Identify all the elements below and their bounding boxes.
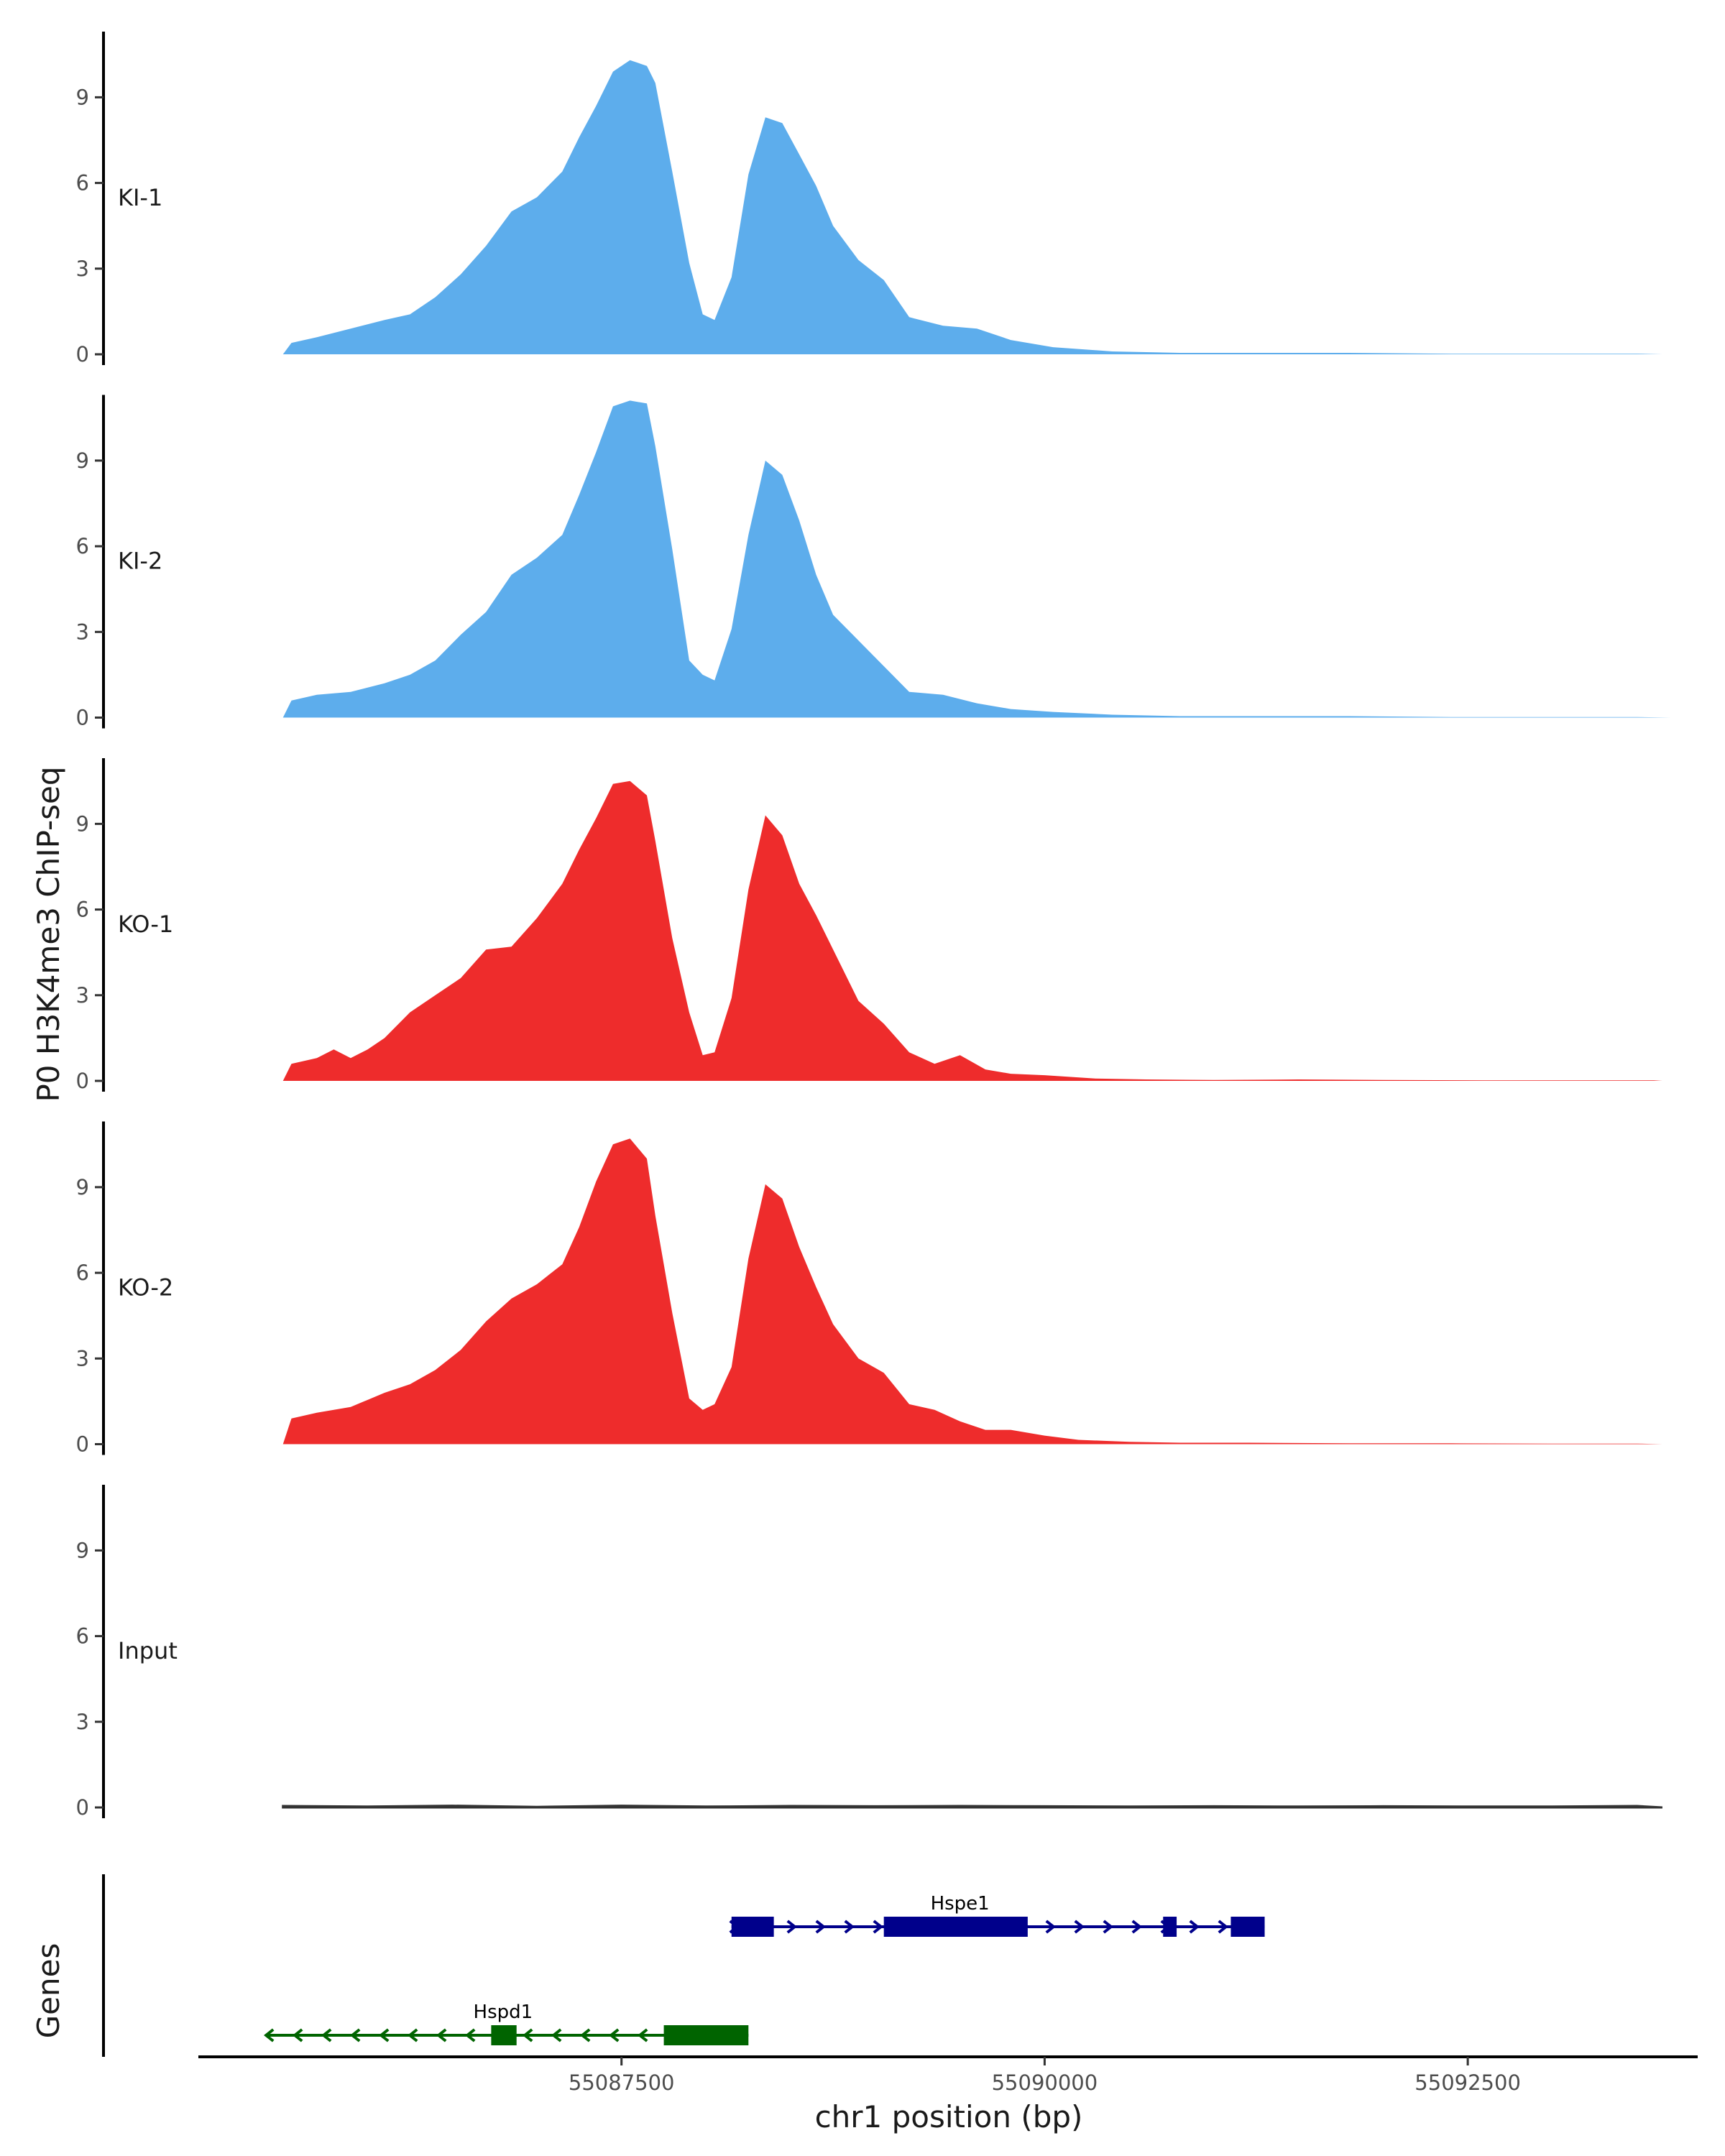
strand-arrow [436,2028,447,2042]
genes-panel: Hspe1 Hspd1 [102,1874,1265,2057]
y-tick-label: 3 [76,983,89,1008]
y-tick-label: 6 [76,1261,89,1285]
y-tick-label: 9 [76,85,89,109]
gene-exon [663,2025,749,2045]
track-label-ko-2: KO-2 [118,1274,173,1302]
y-tick-label: 6 [76,171,89,195]
signal-area-ki-2 [282,400,1671,718]
y-tick-label: 0 [76,342,89,367]
strand-arrow [551,2028,562,2042]
strand-arrow [608,2028,620,2042]
y-tick-label: 9 [76,811,89,836]
strand-arrow [321,2028,332,2042]
strand-arrow [464,2028,476,2042]
strand-arrow [349,2028,361,2042]
strand-arrow [786,1920,797,1934]
strand-arrow [1218,1920,1228,1934]
y-tick-label: 3 [76,1346,89,1370]
gene-label-hspe1: Hspe1 [931,1893,990,1915]
gene-exon [1163,1917,1177,1937]
signal-area-input [282,1805,1662,1809]
y-tick-label: 9 [76,1175,89,1199]
gene-exon [491,2025,517,2045]
gene-exon [731,1917,774,1937]
strand-arrow [263,2028,275,2042]
gene-label-hspd1: Hspd1 [474,2001,533,2023]
x-tick-label: 55087500 [569,2070,675,2095]
strand-arrow [407,2028,418,2042]
gene-exon [883,1917,1028,1937]
y-tick-label: 3 [76,1710,89,1734]
y-tick-label: 3 [76,619,89,644]
track-ko-1-panel: 0 3 6 9 KO-1 [76,758,1662,1093]
strand-arrow [844,1920,855,1934]
y-tick-label: 0 [76,706,89,730]
y-tick-label: 6 [76,898,89,922]
signal-tracks: 0 3 6 9 KI-1 0 3 6 9 KI-2 0 3 6 9 KO-1 0 3 6 9 KO-2 0 3 6 9 Inpu… [76,32,1671,1820]
strand-arrow [1103,1920,1113,1934]
y-tick-label: 0 [76,1795,89,1820]
track-ko-2-panel: 0 3 6 9 KO-2 [76,1121,1662,1457]
x-axis-title: chr1 position (bp) [815,2099,1083,2134]
strand-arrow [1045,1920,1056,1934]
strand-arrow [1131,1920,1142,1934]
strand-arrow [292,2028,303,2042]
track-label-ko-1: KO-1 [118,911,173,938]
x-tick-label: 55092500 [1414,2070,1521,2095]
strand-arrow [873,1920,883,1934]
gene-hspe1: Hspe1 [729,1893,1265,1937]
y-tick-label: 6 [76,534,89,558]
signal-area-ko-1 [282,780,1662,1081]
y-tick-label: 0 [76,1069,89,1093]
strand-arrow [522,2028,533,2042]
strand-arrow [637,2028,648,2042]
y-tick-label: 9 [76,1538,89,1562]
track-label-input: Input [118,1637,178,1664]
strand-arrow [378,2028,390,2042]
track-input-panel: 0 3 6 9 Input [76,1485,1662,1820]
signal-area-ki-1 [282,60,1662,354]
signal-area-ko-2 [282,1138,1662,1445]
y-tick-label: 9 [76,448,89,473]
y-tick-label: 0 [76,1432,89,1457]
track-ki-1-panel: 0 3 6 9 KI-1 [76,32,1662,367]
x-axis: 55087500 55090000 55092500 [198,2055,1698,2095]
track-label-ki-1: KI-1 [118,184,162,211]
track-label-ki-2: KI-2 [118,548,162,575]
strand-arrow [1189,1920,1200,1934]
genes-axis-title: Genes [31,1943,66,2039]
y-tick-label: 3 [76,257,89,281]
track-ki-2-panel: 0 3 6 9 KI-2 [76,395,1671,730]
gene-hspd1: Hspd1 [263,2001,749,2045]
y-axis-title: P0 H3K4me3 ChIP-seq [31,766,66,1102]
strand-arrow [1074,1920,1085,1934]
y-tick-label: 6 [76,1624,89,1649]
x-tick-label: 55090000 [992,2070,1098,2095]
strand-arrow [579,2028,591,2042]
strand-arrow [815,1920,826,1934]
gene-exon [1230,1917,1265,1937]
